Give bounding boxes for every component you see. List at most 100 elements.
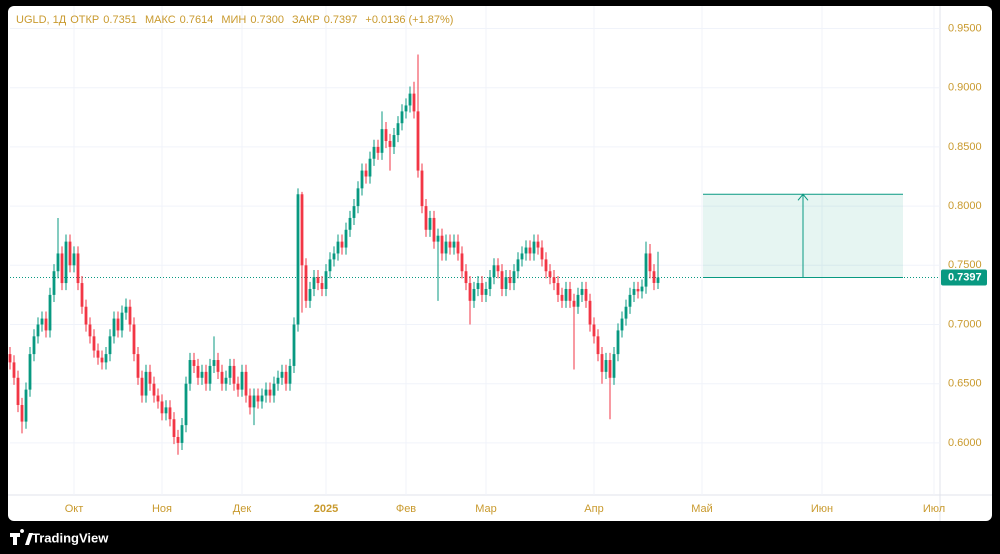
candle-body xyxy=(500,271,504,289)
candle-body xyxy=(512,271,516,284)
candle-body xyxy=(208,365,212,384)
high-label: МАКС xyxy=(144,14,176,26)
candle-body xyxy=(132,324,136,355)
x-tick-label: 2025 xyxy=(314,503,338,515)
candle-body xyxy=(184,383,188,426)
candle-body xyxy=(88,324,92,337)
candle-body xyxy=(176,436,180,443)
candle-body xyxy=(252,395,256,408)
candle-body xyxy=(248,395,252,408)
candle-body xyxy=(8,354,12,363)
candle-body xyxy=(328,259,332,272)
candle-body xyxy=(216,360,220,372)
candle-body xyxy=(348,217,352,230)
candle-body xyxy=(344,229,348,248)
candle-body xyxy=(52,271,56,295)
candle-body xyxy=(284,371,288,384)
last-price-box xyxy=(941,269,987,286)
candle-body xyxy=(448,241,452,248)
candle-body xyxy=(520,253,524,260)
candle-body xyxy=(324,271,328,289)
candle-body xyxy=(164,407,168,414)
candle-body xyxy=(588,300,592,325)
x-tick-label: Апр xyxy=(584,503,603,515)
candle-body xyxy=(340,241,344,248)
candle-body xyxy=(360,170,364,189)
candle-body xyxy=(440,235,444,254)
candle-body xyxy=(396,123,400,136)
candle-body xyxy=(380,129,384,153)
candle-body xyxy=(124,306,128,313)
candle-body xyxy=(256,395,260,402)
close-label: ЗАКР xyxy=(292,14,320,26)
candle-body xyxy=(372,146,376,159)
symbol: UGLD, 1Д xyxy=(16,14,67,26)
candle-body xyxy=(220,371,224,384)
x-tick-label: Мар xyxy=(475,503,497,515)
candle-body xyxy=(56,253,60,272)
x-tick-label: Май xyxy=(691,503,713,515)
candle-body xyxy=(364,170,368,177)
candle-body xyxy=(112,318,116,337)
candle-body xyxy=(16,377,20,406)
candle-body xyxy=(616,330,620,355)
candle-body xyxy=(488,277,492,289)
candle-body xyxy=(224,377,228,384)
candle-body xyxy=(376,146,380,153)
candle-body xyxy=(480,283,484,295)
candle-body xyxy=(204,371,208,384)
candle-body xyxy=(352,206,356,218)
candle-body xyxy=(640,286,644,292)
candle-body xyxy=(408,93,412,106)
candle-body xyxy=(432,217,436,242)
candle-body xyxy=(552,277,556,284)
candle-body xyxy=(648,253,652,272)
candle-body xyxy=(580,288,584,295)
candle-body xyxy=(212,360,216,366)
candle-body xyxy=(572,300,576,307)
candle-body xyxy=(140,377,144,396)
candle-body xyxy=(292,324,296,366)
candle-body xyxy=(568,288,572,301)
candle-body xyxy=(612,354,616,378)
grid xyxy=(10,6,940,495)
x-tick-label: Окт xyxy=(65,503,84,515)
candle-body xyxy=(628,294,632,307)
candle-body xyxy=(76,253,80,284)
y-tick-label: 0.6000 xyxy=(948,437,982,449)
y-tick-label: 0.7500 xyxy=(948,259,982,271)
candle-body xyxy=(332,253,336,260)
candle-body xyxy=(280,371,284,378)
candle-body xyxy=(644,253,648,287)
candle-body xyxy=(228,365,232,378)
candle-body xyxy=(96,350,100,358)
candle-body xyxy=(420,170,424,207)
candle-body xyxy=(64,241,68,284)
candle-body xyxy=(300,194,304,266)
x-tick-label: Июн xyxy=(811,503,833,515)
candle-body xyxy=(424,206,428,230)
candle-body xyxy=(524,247,528,254)
y-tick-label: 0.8500 xyxy=(948,141,982,153)
candle-body xyxy=(320,283,324,289)
candle-body xyxy=(80,283,84,307)
candle-body xyxy=(368,158,372,177)
candle-body xyxy=(492,265,496,278)
candle-body xyxy=(316,277,320,284)
candle-body xyxy=(484,288,488,295)
candle-body xyxy=(172,419,176,437)
candle-body xyxy=(584,288,588,301)
candle-body xyxy=(156,395,160,402)
open-value: 0.7351 xyxy=(103,14,137,26)
candle-body xyxy=(400,111,404,124)
candle-body xyxy=(508,277,512,284)
candle-body xyxy=(504,277,508,289)
logo xyxy=(10,529,33,545)
candle-body xyxy=(556,283,560,295)
candle-body xyxy=(232,365,236,384)
x-tick-label: Фев xyxy=(396,503,416,515)
candle-body xyxy=(84,306,88,325)
candle-body xyxy=(116,318,120,331)
target-arrow xyxy=(797,193,809,278)
